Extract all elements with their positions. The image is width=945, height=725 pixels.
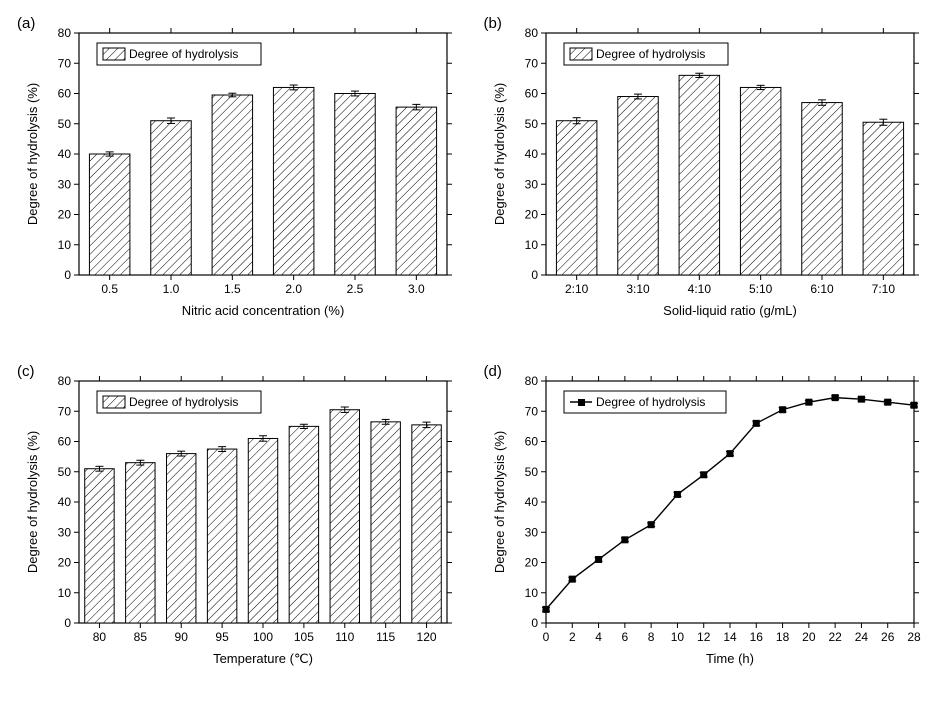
svg-text:8: 8 [647, 630, 654, 644]
svg-text:30: 30 [524, 177, 538, 191]
svg-text:0: 0 [542, 630, 549, 644]
svg-text:50: 50 [58, 465, 72, 479]
svg-text:70: 70 [524, 404, 538, 418]
panel-a-svg: 0 10 20 30 40 50 60 70 80 Degree of hydrolysis (%… [15, 15, 463, 335]
svg-text:120: 120 [417, 630, 437, 644]
svg-text:60: 60 [58, 435, 72, 449]
svg-text:16: 16 [749, 630, 763, 644]
svg-text:20: 20 [524, 556, 538, 570]
svg-text:6:10: 6:10 [810, 282, 834, 296]
svg-text:Solid-liquid ratio (g/mL): Solid-liquid ratio (g/mL) [663, 303, 797, 318]
svg-text:3:10: 3:10 [626, 282, 650, 296]
svg-text:80: 80 [524, 26, 538, 40]
svg-text:Degree of hydrolysis: Degree of hydrolysis [596, 47, 705, 61]
svg-text:0: 0 [64, 268, 71, 282]
svg-text:28: 28 [907, 630, 921, 644]
panel-d: (d) 01020304050607080Degree of hydrolysi… [482, 363, 931, 683]
svg-text:105: 105 [294, 630, 314, 644]
svg-text:Nitric acid concentration (%): Nitric acid concentration (%) [182, 303, 345, 318]
svg-text:30: 30 [58, 525, 72, 539]
svg-text:95: 95 [215, 630, 229, 644]
svg-text:70: 70 [524, 56, 538, 70]
svg-text:10: 10 [58, 586, 72, 600]
panel-a: (a) 0 10 20 30 40 50 60 70 80 Degree of hydrolysi… [15, 15, 464, 335]
svg-text:10: 10 [524, 586, 538, 600]
svg-text:85: 85 [134, 630, 148, 644]
svg-text:20: 20 [524, 208, 538, 222]
svg-text:Degree of hydrolysis (%): Degree of hydrolysis (%) [492, 431, 507, 573]
svg-text:30: 30 [58, 177, 72, 191]
svg-text:80: 80 [93, 630, 107, 644]
svg-text:80: 80 [58, 26, 72, 40]
svg-text:0: 0 [531, 616, 538, 630]
svg-text:10: 10 [670, 630, 684, 644]
svg-text:110: 110 [335, 630, 354, 644]
svg-text:2.0: 2.0 [285, 282, 302, 296]
panel-b-label: (b) [484, 15, 502, 32]
svg-text:100: 100 [253, 630, 273, 644]
svg-text:Degree of hydrolysis: Degree of hydrolysis [596, 395, 705, 409]
svg-text:10: 10 [524, 238, 538, 252]
svg-text:1.5: 1.5 [224, 282, 241, 296]
svg-text:60: 60 [524, 435, 538, 449]
svg-text:4:10: 4:10 [687, 282, 711, 296]
svg-text:40: 40 [58, 147, 72, 161]
svg-text:26: 26 [881, 630, 895, 644]
figure-grid: (a) 01020304050607080Degree of hydrolysi… [15, 15, 930, 683]
svg-text:40: 40 [524, 495, 538, 509]
svg-text:Degree of hydrolysis (%): Degree of hydrolysis (%) [492, 83, 507, 225]
svg-text:20: 20 [58, 208, 72, 222]
svg-text:50: 50 [524, 465, 538, 479]
svg-text:70: 70 [58, 56, 72, 70]
svg-text:Degree of hydrolysis: Degree of hydrolysis [129, 395, 238, 409]
svg-text:90: 90 [175, 630, 189, 644]
svg-text:Degree of hydrolysis: Degree of hydrolysis [129, 47, 238, 61]
svg-text:40: 40 [524, 147, 538, 161]
svg-text:18: 18 [775, 630, 789, 644]
svg-text:0: 0 [531, 268, 538, 282]
panel-a-label: (a) [17, 15, 35, 32]
panel-c-svg: 0 10 20 30 40 50 60 70 80 Degree of hydrolysis (%… [15, 363, 463, 683]
svg-text:24: 24 [854, 630, 868, 644]
svg-text:3.0: 3.0 [408, 282, 425, 296]
svg-text:22: 22 [828, 630, 842, 644]
svg-text:40: 40 [58, 495, 72, 509]
svg-text:80: 80 [524, 374, 538, 388]
panel-b-svg: 0 10 20 30 40 50 60 70 80 Degree of hydrolysis (%… [482, 15, 930, 335]
svg-text:30: 30 [524, 525, 538, 539]
svg-text:6: 6 [621, 630, 628, 644]
svg-text:20: 20 [58, 556, 72, 570]
svg-text:0.5: 0.5 [101, 282, 118, 296]
svg-text:2.5: 2.5 [347, 282, 364, 296]
svg-text:60: 60 [524, 87, 538, 101]
svg-text:4: 4 [595, 630, 602, 644]
panel-d-label: (d) [484, 363, 502, 380]
svg-text:50: 50 [524, 117, 538, 131]
svg-text:Time (h): Time (h) [706, 651, 754, 666]
svg-text:Degree of hydrolysis (%): Degree of hydrolysis (%) [25, 431, 40, 573]
svg-text:10: 10 [58, 238, 72, 252]
svg-text:0: 0 [64, 616, 71, 630]
svg-text:50: 50 [58, 117, 72, 131]
svg-text:5:10: 5:10 [748, 282, 772, 296]
svg-text:Degree of hydrolysis (%): Degree of hydrolysis (%) [25, 83, 40, 225]
svg-text:70: 70 [58, 404, 72, 418]
svg-text:7:10: 7:10 [871, 282, 895, 296]
panel-c-label: (c) [17, 363, 35, 380]
panel-d-svg: 01020304050607080Degree of hydrolysis (%… [482, 363, 930, 683]
svg-text:2: 2 [568, 630, 575, 644]
svg-text:115: 115 [376, 630, 395, 644]
svg-text:1.0: 1.0 [163, 282, 180, 296]
svg-text:2:10: 2:10 [564, 282, 588, 296]
svg-text:14: 14 [723, 630, 737, 644]
svg-text:60: 60 [58, 87, 72, 101]
svg-text:80: 80 [58, 374, 72, 388]
panel-c: (c) 0 10 20 30 40 50 60 70 80 Degree of hydrolysi… [15, 363, 464, 683]
svg-text:Temperature (℃): Temperature (℃) [213, 651, 313, 666]
svg-text:12: 12 [697, 630, 711, 644]
svg-text:20: 20 [802, 630, 816, 644]
panel-b: (b) 0 10 20 30 40 50 60 70 80 Degree of hydrolysi… [482, 15, 931, 335]
